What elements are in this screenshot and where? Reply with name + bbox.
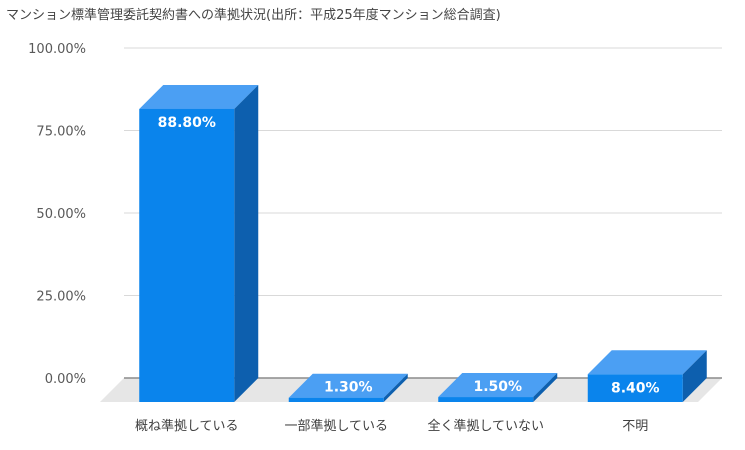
bar	[587, 374, 683, 402]
bar	[438, 397, 534, 402]
y-tick-label: 0.00%	[45, 372, 86, 387]
data-label: 8.40%	[611, 380, 660, 396]
bar-top	[288, 373, 408, 398]
bar	[288, 397, 384, 402]
chart-floor	[100, 378, 722, 402]
data-label: 1.50%	[473, 379, 522, 395]
chart-title: マンション標準管理委託契約書への準拠状況(出所：平成25年度マンション総合調査)	[6, 8, 501, 23]
bar-side	[234, 84, 259, 403]
bar-side	[383, 373, 408, 402]
data-label: 1.30%	[324, 380, 373, 396]
x-category-label: 概ね準拠している	[135, 418, 239, 434]
x-category-label: 不明	[622, 419, 648, 434]
y-tick-label: 50.00%	[36, 207, 86, 222]
x-category-label: 一部準拠している	[284, 418, 388, 434]
bar-top	[438, 373, 558, 398]
bar	[139, 108, 235, 403]
bar-top	[587, 350, 707, 375]
data-label: 88.80%	[158, 115, 216, 131]
y-tick-label: 100.00%	[28, 42, 86, 57]
bar-side	[682, 350, 707, 402]
y-tick-label: 75.00%	[36, 125, 86, 140]
x-category-label: 全く準拠していない	[427, 418, 544, 434]
bar-top	[139, 84, 259, 109]
y-tick-label: 25.00%	[36, 290, 86, 305]
bar-side	[533, 373, 558, 402]
